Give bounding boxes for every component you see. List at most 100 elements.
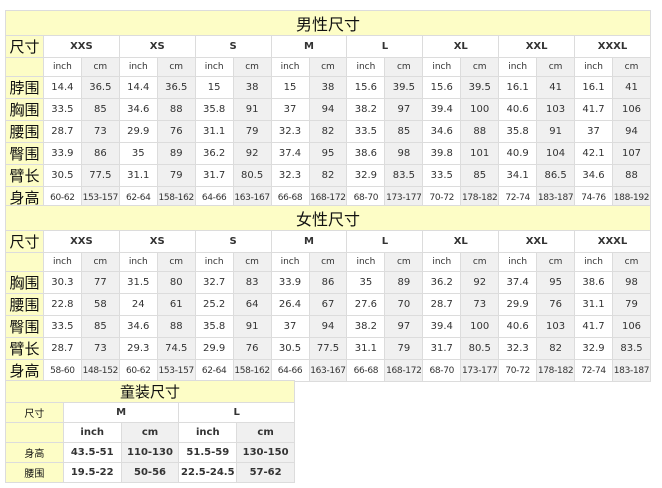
women-size-table: 女性尺寸 尺寸 XXS XS S M L XL XXL XXXL inch cm inch cm inch c…	[5, 205, 651, 382]
value-cm: 82	[308, 120, 348, 143]
value-inch: 25.2	[194, 293, 234, 316]
value-cm: 80	[156, 271, 196, 294]
value-inch: 22.5-24.5	[178, 462, 238, 483]
row-label: 臀围	[5, 315, 44, 338]
value-inch: 40.9	[498, 142, 538, 165]
size-header: XS	[118, 35, 196, 58]
size-header: XL	[422, 35, 500, 58]
unit-cm: cm	[156, 57, 196, 77]
table-row: 身高 43.5-51 110-130 51.5-59 130-150	[5, 442, 295, 463]
value-inch: 72-74	[574, 359, 613, 382]
value-cm: 86	[308, 271, 348, 294]
unit-cm: cm	[612, 57, 651, 77]
value-inch: 26.4	[270, 293, 310, 316]
value-inch: 41.7	[574, 315, 613, 338]
value-cm: 88	[460, 120, 500, 143]
unit-cm: cm	[384, 252, 424, 272]
value-cm: 110-130	[120, 442, 180, 463]
value-inch: 37.4	[270, 142, 310, 165]
value-cm: 183-187	[612, 359, 651, 382]
value-cm: 153-157	[156, 359, 196, 382]
value-cm: 91	[232, 98, 272, 121]
table-row: 胸围 33.5 85 34.6 88 35.8 91 37 94 38.2 97 39.4 100 40.…	[5, 98, 651, 121]
value-inch: 15.6	[346, 76, 386, 99]
value-inch: 15.6	[422, 76, 462, 99]
value-cm: 83	[232, 271, 272, 294]
size-label: 尺寸	[5, 230, 44, 253]
value-inch: 36.2	[194, 142, 234, 165]
value-inch: 42.1	[574, 142, 613, 165]
value-inch: 16.1	[574, 76, 613, 99]
value-cm: 77.5	[80, 164, 120, 187]
value-cm: 89	[156, 142, 196, 165]
value-inch: 37	[270, 315, 310, 338]
table-row: 腰围 22.8 58 24 61 25.2 64 26.4 67 27.6 70 28.7 73 29.9…	[5, 293, 651, 316]
value-cm: 77	[80, 271, 120, 294]
value-inch: 39.4	[422, 98, 462, 121]
table-title: 女性尺寸	[5, 205, 651, 231]
table-row: 腰围 28.7 73 29.9 76 31.1 79 32.3 82 33.5 85 34.6 88 35…	[5, 120, 651, 143]
value-inch: 29.9	[194, 337, 234, 360]
value-cm: 36.5	[80, 76, 120, 99]
value-inch: 19.5-22	[62, 462, 122, 483]
value-cm: 98	[384, 142, 424, 165]
value-cm: 83.5	[612, 337, 651, 360]
value-cm: 73	[80, 337, 120, 360]
value-cm: 173-177	[460, 359, 500, 382]
size-header-row: 尺寸 XXS XS S M L XL XXL XXXL	[5, 230, 651, 253]
value-inch: 28.7	[422, 293, 462, 316]
value-inch: 32.9	[574, 337, 613, 360]
value-cm: 64	[232, 293, 272, 316]
unit-inch: inch	[194, 252, 234, 272]
value-cm: 36.5	[156, 76, 196, 99]
value-cm: 163-167	[308, 359, 348, 382]
value-cm: 88	[156, 98, 196, 121]
unit-cm: cm	[536, 57, 576, 77]
value-cm: 168-172	[308, 186, 348, 209]
value-cm: 91	[232, 315, 272, 338]
value-cm: 173-177	[384, 186, 424, 209]
value-cm: 86	[80, 142, 120, 165]
value-cm: 95	[536, 271, 576, 294]
value-inch: 34.6	[574, 164, 613, 187]
value-cm: 41	[536, 76, 576, 99]
value-cm: 85	[460, 164, 500, 187]
value-cm: 79	[612, 293, 651, 316]
value-cm: 92	[232, 142, 272, 165]
value-cm: 77.5	[308, 337, 348, 360]
row-label: 胸围	[5, 98, 44, 121]
blank-label-cell	[5, 57, 44, 77]
value-cm: 148-152	[80, 359, 120, 382]
value-inch: 39.8	[422, 142, 462, 165]
value-cm: 80.5	[460, 337, 500, 360]
value-inch: 34.1	[498, 164, 538, 187]
table-title: 男性尺寸	[5, 10, 651, 36]
value-inch: 32.3	[498, 337, 538, 360]
unit-cm: cm	[120, 422, 180, 443]
value-inch: 41.7	[574, 98, 613, 121]
value-inch: 33.5	[422, 164, 462, 187]
value-cm: 98	[612, 271, 651, 294]
value-inch: 35.8	[194, 98, 234, 121]
value-inch: 33.9	[270, 271, 310, 294]
value-inch: 34.6	[118, 98, 158, 121]
size-header-row: 尺寸 XXS XS S M L XL XXL XXXL	[5, 35, 651, 58]
value-inch: 22.8	[42, 293, 82, 316]
row-label: 胸围	[5, 271, 44, 294]
unit-inch: inch	[178, 422, 238, 443]
unit-inch: inch	[62, 422, 122, 443]
unit-cm: cm	[308, 57, 348, 77]
value-inch: 24	[118, 293, 158, 316]
unit-cm: cm	[460, 252, 500, 272]
unit-header-row: inch cm inch cm inch cm inch cm inch cm inch cm inch…	[5, 252, 651, 272]
value-inch: 35	[346, 271, 386, 294]
value-inch: 34.6	[422, 120, 462, 143]
row-label: 腰围	[5, 462, 64, 483]
value-inch: 32.3	[270, 164, 310, 187]
unit-inch: inch	[270, 57, 310, 77]
value-cm: 107	[612, 142, 651, 165]
value-cm: 82	[536, 337, 576, 360]
value-inch: 15	[194, 76, 234, 99]
value-inch: 16.1	[498, 76, 538, 99]
table-row: 胸围 30.3 77 31.5 80 32.7 83 33.9 86 35 89 36.2 92 37.4…	[5, 271, 651, 294]
